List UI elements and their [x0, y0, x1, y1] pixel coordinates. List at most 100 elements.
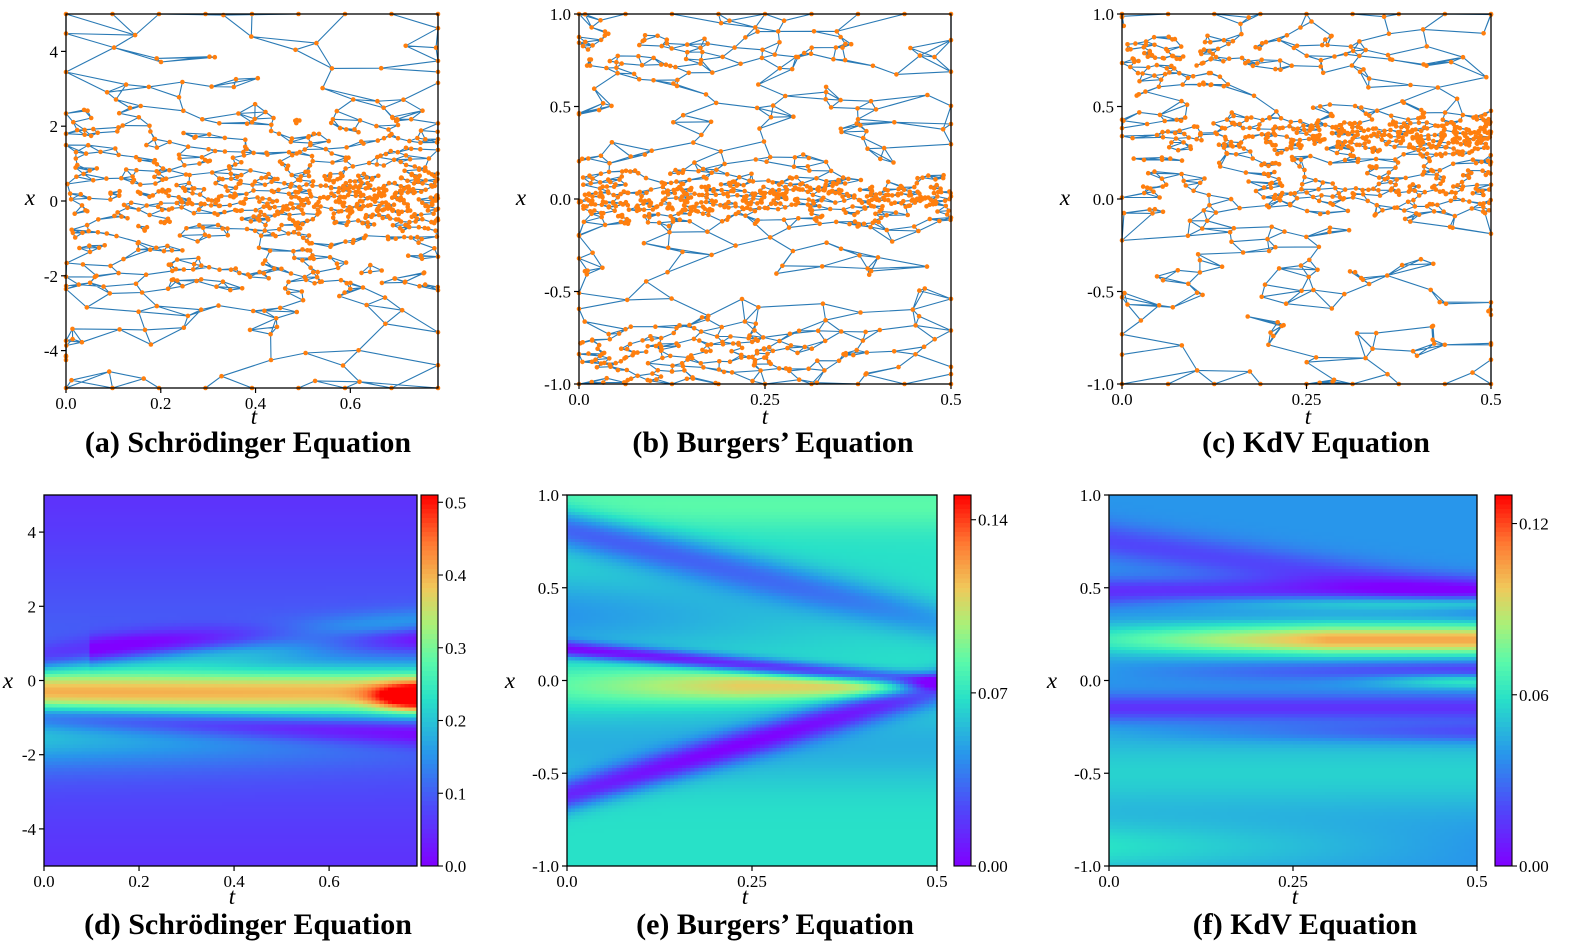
sample-point: [87, 168, 92, 173]
sample-point: [714, 168, 719, 173]
sample-point: [681, 168, 686, 173]
heatmap-cell: [102, 623, 107, 627]
sample-point: [193, 135, 198, 140]
sample-point: [1451, 140, 1456, 145]
sample-point: [620, 169, 625, 174]
sample-point: [757, 206, 762, 211]
sample-point: [1223, 126, 1228, 131]
heatmap-cell: [102, 734, 107, 738]
heatmap-cell: [65, 498, 70, 502]
heatmap-cell: [52, 684, 57, 688]
heatmap-cell: [65, 721, 70, 725]
heatmap-cell: [106, 573, 111, 577]
sample-point: [923, 286, 928, 291]
sample-point: [336, 190, 341, 195]
sample-point: [680, 194, 685, 199]
sample-point: [743, 213, 748, 218]
sample-point: [788, 332, 793, 337]
heatmap-cell: [119, 785, 124, 789]
sample-point: [624, 355, 629, 360]
heatmap-cell: [44, 660, 49, 664]
sample-point: [871, 221, 876, 226]
sample-point: [1360, 188, 1365, 193]
sample-point: [757, 126, 762, 131]
heatmap-cell: [81, 623, 86, 627]
heatmap-cell: [106, 721, 111, 725]
sample-point: [1451, 146, 1456, 151]
sample-point: [1484, 75, 1489, 80]
sample-point: [296, 190, 301, 195]
sample-point: [684, 57, 689, 62]
sample-point: [1385, 273, 1390, 278]
sample-point: [1168, 156, 1173, 161]
sample-point: [283, 286, 288, 291]
heatmap-cell: [119, 637, 124, 641]
heatmap-cell: [44, 822, 49, 826]
sample-point: [238, 179, 243, 184]
sample-point: [896, 365, 901, 370]
sample-point: [269, 123, 274, 128]
heatmap-cell: [56, 711, 61, 715]
heatmap-cell: [69, 512, 74, 516]
sample-point: [838, 35, 843, 40]
sample-point: [1311, 136, 1316, 141]
sample-point: [817, 204, 822, 209]
heatmap-cell: [94, 795, 99, 799]
heatmap-cell: [98, 573, 103, 577]
sample-point: [1411, 198, 1416, 203]
sample-point: [1408, 187, 1413, 192]
sample-point: [239, 173, 244, 178]
heatmap-cell: [114, 623, 119, 627]
sample-point: [1313, 178, 1318, 183]
sample-point: [383, 322, 388, 327]
sample-point: [263, 228, 268, 233]
sample-point: [1234, 152, 1239, 157]
sample-point: [338, 176, 343, 181]
heatmap-cell: [90, 772, 95, 776]
sample-point: [699, 133, 704, 138]
sample-point: [582, 319, 587, 324]
sample-point: [625, 217, 630, 222]
sample-point: [183, 187, 188, 192]
heatmap-cell: [81, 758, 86, 762]
sample-point: [1455, 183, 1460, 188]
heatmap-cell: [52, 660, 57, 664]
sample-point: [339, 278, 344, 283]
sample-point: [740, 346, 745, 351]
sample-point: [894, 72, 899, 77]
heatmap-cell: [44, 758, 49, 762]
heatmap-cell: [114, 549, 119, 553]
sample-point: [155, 145, 160, 150]
sample-point: [1441, 209, 1446, 214]
heatmap-cell: [52, 637, 57, 641]
sample-point: [375, 155, 380, 160]
sample-point: [685, 377, 690, 382]
sample-point: [809, 45, 814, 50]
heatmap-cell: [114, 512, 119, 516]
sample-point: [632, 72, 637, 77]
heatmap-cell: [69, 623, 74, 627]
sample-point: [817, 222, 822, 227]
heatmap-cell: [102, 772, 107, 776]
sample-point: [1164, 47, 1169, 52]
sample-point: [1411, 349, 1416, 354]
sample-point: [409, 147, 414, 152]
heatmap-cell: [110, 809, 115, 813]
sample-point: [1225, 117, 1230, 122]
sample-point: [1268, 140, 1273, 145]
sample-point: [372, 187, 377, 192]
sample-point: [655, 204, 660, 209]
sample-point: [1239, 32, 1244, 37]
heatmap-cell: [61, 549, 66, 553]
sample-point: [1461, 113, 1466, 118]
y-tick-label: -0.5: [544, 283, 571, 302]
heatmap-cell: [73, 785, 78, 789]
heatmap-cell: [48, 822, 53, 826]
sample-point: [675, 78, 680, 83]
heatmap-cell: [102, 562, 107, 566]
heatmap-cell: [44, 859, 49, 863]
sample-point: [180, 284, 185, 289]
sample-point: [223, 136, 228, 141]
sample-point: [820, 264, 825, 269]
heatmap-cell: [77, 832, 82, 836]
